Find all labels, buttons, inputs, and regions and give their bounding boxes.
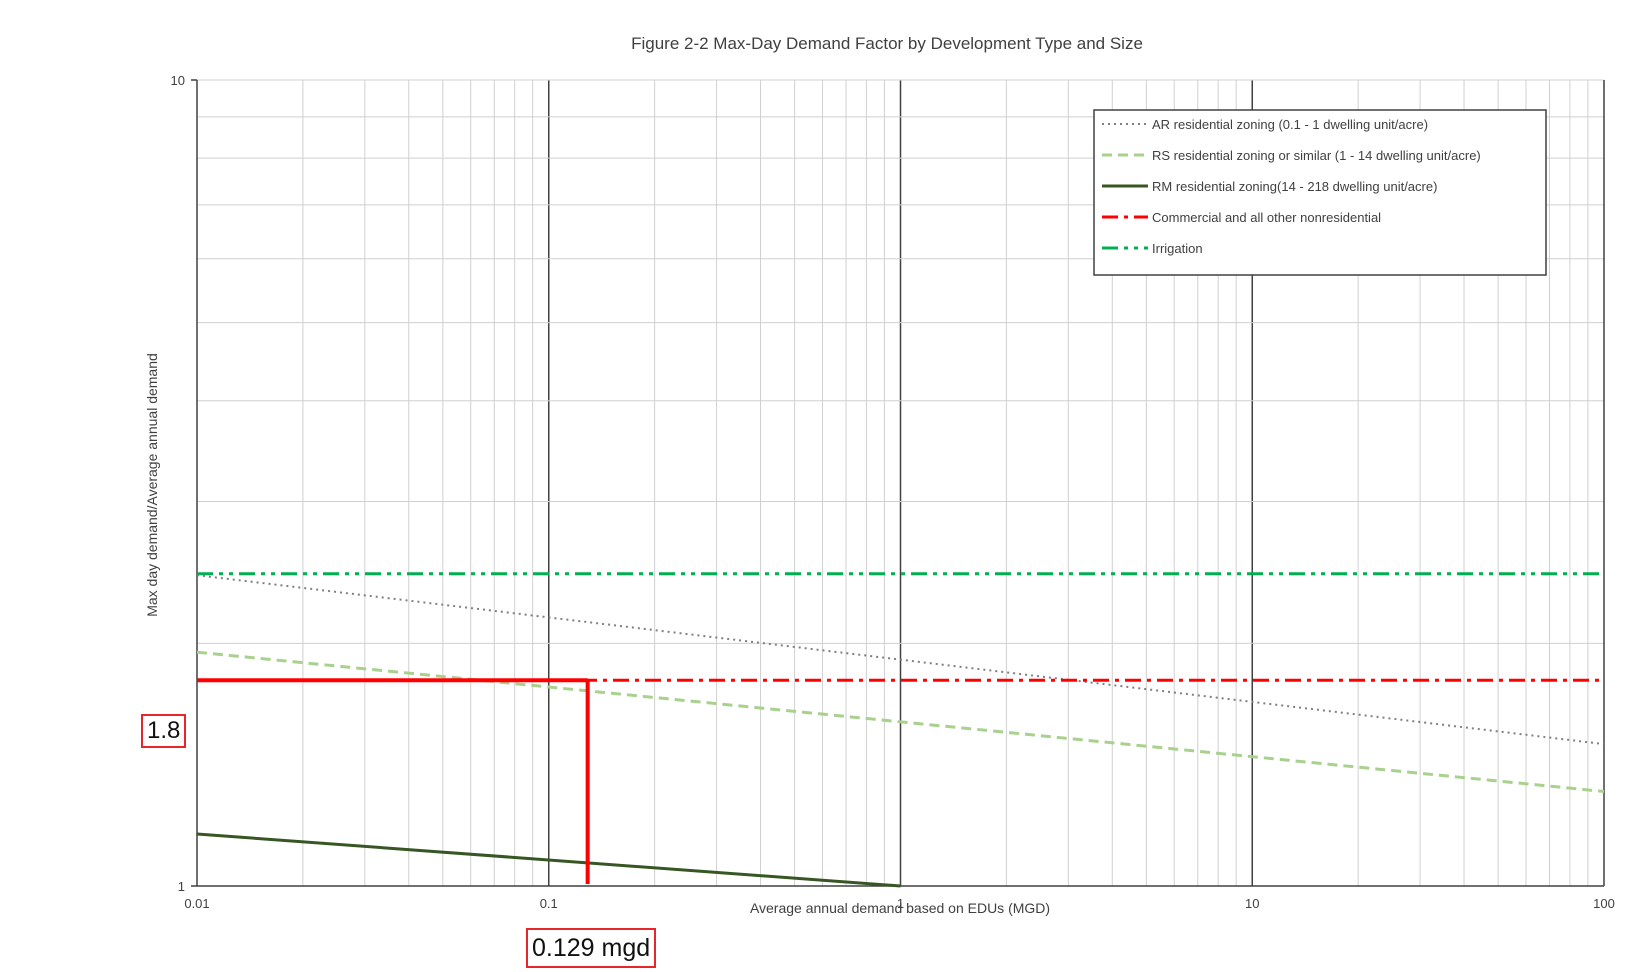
series-line-1 [196, 574, 1605, 746]
x-tick-label: 100 [1593, 896, 1615, 911]
legend-label-2: RS residential zoning or similar (1 - 14… [1152, 148, 1481, 163]
reference-lines [197, 678, 590, 884]
y-tick-label: 1 [178, 879, 185, 894]
legend-label-5: Irrigation [1152, 241, 1203, 256]
x-axis-label: Average annual demand based on EDUs (MGD… [750, 900, 1050, 916]
x-value-callout: 0.129 mgd [526, 928, 657, 968]
y-tick-label: 10 [171, 73, 185, 88]
x-tick-label: 0.1 [540, 896, 558, 911]
x-tick-label: 0.01 [184, 896, 209, 911]
tick-labels: 0.01 0.1 1 10 100 1 10 [171, 73, 1615, 911]
legend-box [1093, 109, 1547, 276]
legend: AR residential zoning (0.1 - 1 dwelling … [1093, 109, 1547, 276]
x-tick-label: 1 [897, 896, 904, 911]
series-line-2 [196, 650, 1605, 793]
series-line-3 [196, 832, 901, 888]
y-value-callout: 1.8 [141, 714, 187, 748]
legend-label-1: AR residential zoning (0.1 - 1 dwelling … [1152, 117, 1428, 132]
x-tick-label: 10 [1245, 896, 1259, 911]
y-axis-label: Max day demand/Average annual demand [144, 353, 160, 617]
legend-label-3: RM residential zoning(14 - 218 dwelling … [1152, 179, 1437, 194]
legend-label-4: Commercial and all other nonresidential [1152, 210, 1381, 225]
chart-title: Figure 2-2 Max-Day Demand Factor by Deve… [631, 34, 1143, 53]
